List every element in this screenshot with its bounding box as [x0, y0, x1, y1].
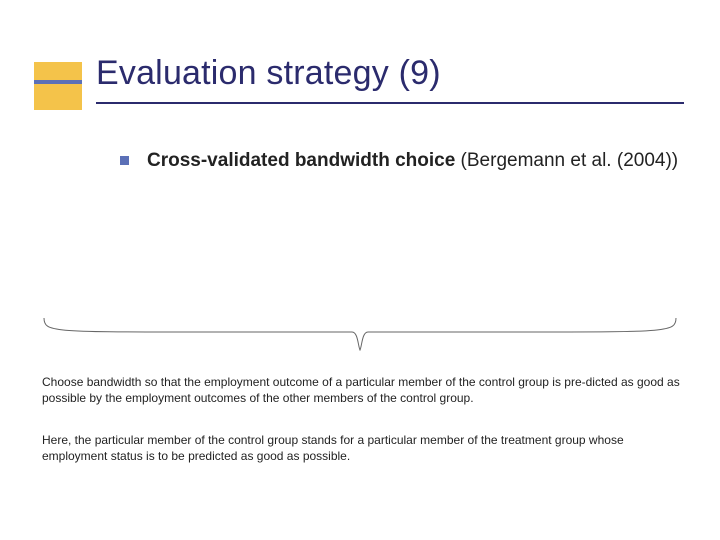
title-underline	[96, 102, 684, 104]
slide: Evaluation strategy (9) Cross-validated …	[0, 0, 720, 540]
square-bullet-icon	[120, 156, 129, 165]
paragraph-1: Choose bandwidth so that the employment …	[42, 374, 682, 406]
accent-decoration	[34, 62, 82, 110]
curly-brace-icon	[42, 316, 678, 352]
bullet-rest: (Bergemann et al. (2004))	[455, 150, 678, 171]
bullet-bold: Cross-validated bandwidth choice	[147, 150, 455, 171]
bullet-row: Cross-validated bandwidth choice (Bergem…	[120, 148, 680, 174]
paragraph-2: Here, the particular member of the contr…	[42, 432, 682, 464]
slide-title: Evaluation strategy (9)	[96, 54, 441, 93]
bullet-text: Cross-validated bandwidth choice (Bergem…	[147, 148, 678, 174]
